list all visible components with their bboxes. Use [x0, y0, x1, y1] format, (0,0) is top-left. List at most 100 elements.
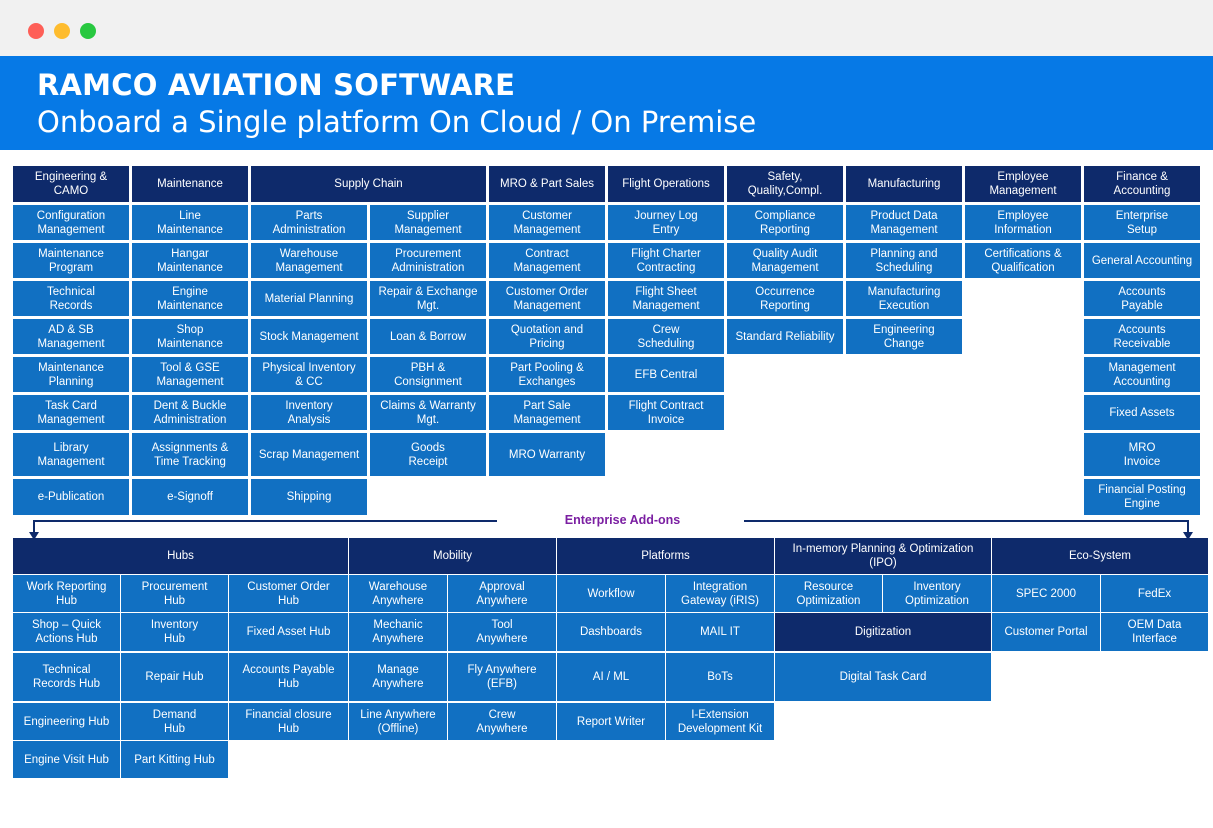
module-physical-inventory-cc: Physical Inventory & CC — [251, 357, 367, 392]
page-subtitle: Onboard a Single platform On Cloud / On … — [37, 105, 757, 139]
category-header-flight-operations: Flight Operations — [608, 166, 724, 202]
module-financial-posting-engine: Financial Posting Engine — [1084, 479, 1200, 515]
module-tool-gse-management: Tool & GSE Management — [132, 357, 248, 392]
module-fixed-asset-hub: Fixed Asset Hub — [229, 613, 348, 651]
module-crew-anywhere: Crew Anywhere — [448, 703, 556, 740]
module-library-management: Library Management — [13, 433, 129, 476]
left-arrow-icon — [29, 532, 39, 540]
module-spec-2000: SPEC 2000 — [992, 575, 1100, 612]
module-line-anywhere-offline: Line Anywhere (Offline) — [349, 703, 447, 740]
module-e-signoff: e-Signoff — [132, 479, 248, 515]
module-oem-data-interface: OEM Data Interface — [1101, 613, 1208, 651]
module-integration-gateway-iris: Integration Gateway (iRIS) — [666, 575, 774, 612]
module-work-reporting-hub: Work Reporting Hub — [13, 575, 120, 612]
module-part-pooling-exchanges: Part Pooling & Exchanges — [489, 357, 605, 392]
module-product-data-management: Product Data Management — [846, 205, 962, 240]
module-technical-records: Technical Records — [13, 281, 129, 316]
module-financial-closure-hub: Financial closure Hub — [229, 703, 348, 740]
module-engineering-hub: Engineering Hub — [13, 703, 120, 740]
module-warehouse-management: Warehouse Management — [251, 243, 367, 278]
category-header-finance-accounting: Finance & Accounting — [1084, 166, 1200, 202]
module-customer-order-hub: Customer Order Hub — [229, 575, 348, 612]
module-flight-contract-invoice: Flight Contract Invoice — [608, 395, 724, 430]
module-enterprise-setup: Enterprise Setup — [1084, 205, 1200, 240]
module-accounts-payable-hub: Accounts Payable Hub — [229, 653, 348, 701]
module-repair-exchange-mgt: Repair & Exchange Mgt. — [370, 281, 486, 316]
module-goods-receipt: Goods Receipt — [370, 433, 486, 476]
module-mechanic-anywhere: Mechanic Anywhere — [349, 613, 447, 651]
category-header-maintenance: Maintenance — [132, 166, 248, 202]
maximize-window-button[interactable] — [80, 23, 96, 39]
module-workflow: Workflow — [557, 575, 665, 612]
module-compliance-reporting: Compliance Reporting — [727, 205, 843, 240]
module-customer-portal: Customer Portal — [992, 613, 1100, 651]
module-task-card-management: Task Card Management — [13, 395, 129, 430]
module-maintenance-program: Maintenance Program — [13, 243, 129, 278]
module-mail-it: MAIL IT — [666, 613, 774, 651]
module-customer-management: Customer Management — [489, 205, 605, 240]
module-certifications-qualification: Certifications & Qualification — [965, 243, 1081, 278]
module-accounts-receivable: Accounts Receivable — [1084, 319, 1200, 354]
module-procurement-administration: Procurement Administration — [370, 243, 486, 278]
module-tool-anywhere: Tool Anywhere — [448, 613, 556, 651]
module-ad-sb-management: AD & SB Management — [13, 319, 129, 354]
module-contract-management: Contract Management — [489, 243, 605, 278]
module-inventory-hub: Inventory Hub — [121, 613, 228, 651]
category-header-eco-system: Eco-System — [992, 538, 1208, 574]
module-dashboards: Dashboards — [557, 613, 665, 651]
close-window-button[interactable] — [28, 23, 44, 39]
module-quotation-and-pricing: Quotation and Pricing — [489, 319, 605, 354]
module-repair-hub: Repair Hub — [121, 653, 228, 701]
module-manage-anywhere: Manage Anywhere — [349, 653, 447, 701]
category-header-engineering-camo: Engineering & CAMO — [13, 166, 129, 202]
module-loan-borrow: Loan & Borrow — [370, 319, 486, 354]
category-header-mro-part-sales: MRO & Part Sales — [489, 166, 605, 202]
module-engine-maintenance: Engine Maintenance — [132, 281, 248, 316]
category-header-platforms: Platforms — [557, 538, 774, 574]
module-supplier-management: Supplier Management — [370, 205, 486, 240]
module-pbh-consignment: PBH & Consignment — [370, 357, 486, 392]
module-crew-scheduling: Crew Scheduling — [608, 319, 724, 354]
category-header-in-memory-planning-optimization-ipo: In-memory Planning & Optimization (IPO) — [775, 538, 991, 574]
module-line-maintenance: Line Maintenance — [132, 205, 248, 240]
module-general-accounting: General Accounting — [1084, 243, 1200, 278]
category-header-safety-quality-compl: Safety, Quality,Compl. — [727, 166, 843, 202]
category-header-employee-management: Employee Management — [965, 166, 1081, 202]
module-inventory-optimization: Inventory Optimization — [883, 575, 991, 612]
module-journey-log-entry: Journey Log Entry — [608, 205, 724, 240]
module-customer-order-management: Customer Order Management — [489, 281, 605, 316]
left-connector-line — [33, 520, 497, 533]
category-header-digitization: Digitization — [775, 613, 991, 651]
module-inventory-analysis: Inventory Analysis — [251, 395, 367, 430]
module-mro-invoice: MRO Invoice — [1084, 433, 1200, 476]
module-flight-sheet-management: Flight Sheet Management — [608, 281, 724, 316]
enterprise-addons-label: Enterprise Add-ons — [564, 513, 681, 527]
module-quality-audit-management: Quality Audit Management — [727, 243, 843, 278]
module-resource-optimization: Resource Optimization — [775, 575, 882, 612]
module-parts-administration: Parts Administration — [251, 205, 367, 240]
category-header-hubs: Hubs — [13, 538, 348, 574]
module-standard-reliability: Standard Reliability — [727, 319, 843, 354]
module-procurement-hub: Procurement Hub — [121, 575, 228, 612]
category-header-supply-chain: Supply Chain — [251, 166, 486, 202]
category-header-mobility: Mobility — [349, 538, 556, 574]
header-banner: RAMCO AVIATION SOFTWARE Onboard a Single… — [0, 56, 1213, 150]
window-titlebar — [0, 0, 1213, 56]
minimize-window-button[interactable] — [54, 23, 70, 39]
module-assignments-time-tracking: Assignments & Time Tracking — [132, 433, 248, 476]
module-bots: BoTs — [666, 653, 774, 701]
module-stock-management: Stock Management — [251, 319, 367, 354]
module-employee-information: Employee Information — [965, 205, 1081, 240]
module-i-extension-development-kit: I-Extension Development Kit — [666, 703, 774, 740]
module-engineering-change: Engineering Change — [846, 319, 962, 354]
module-shipping: Shipping — [251, 479, 367, 515]
page-title: RAMCO AVIATION SOFTWARE — [37, 68, 516, 102]
module-report-writer: Report Writer — [557, 703, 665, 740]
module-fixed-assets: Fixed Assets — [1084, 395, 1200, 430]
module-occurrence-reporting: Occurrence Reporting — [727, 281, 843, 316]
module-demand-hub: Demand Hub — [121, 703, 228, 740]
module-management-accounting: Management Accounting — [1084, 357, 1200, 392]
module-mro-warranty: MRO Warranty — [489, 433, 605, 476]
module-technical-records-hub: Technical Records Hub — [13, 653, 120, 701]
category-header-manufacturing: Manufacturing — [846, 166, 962, 202]
